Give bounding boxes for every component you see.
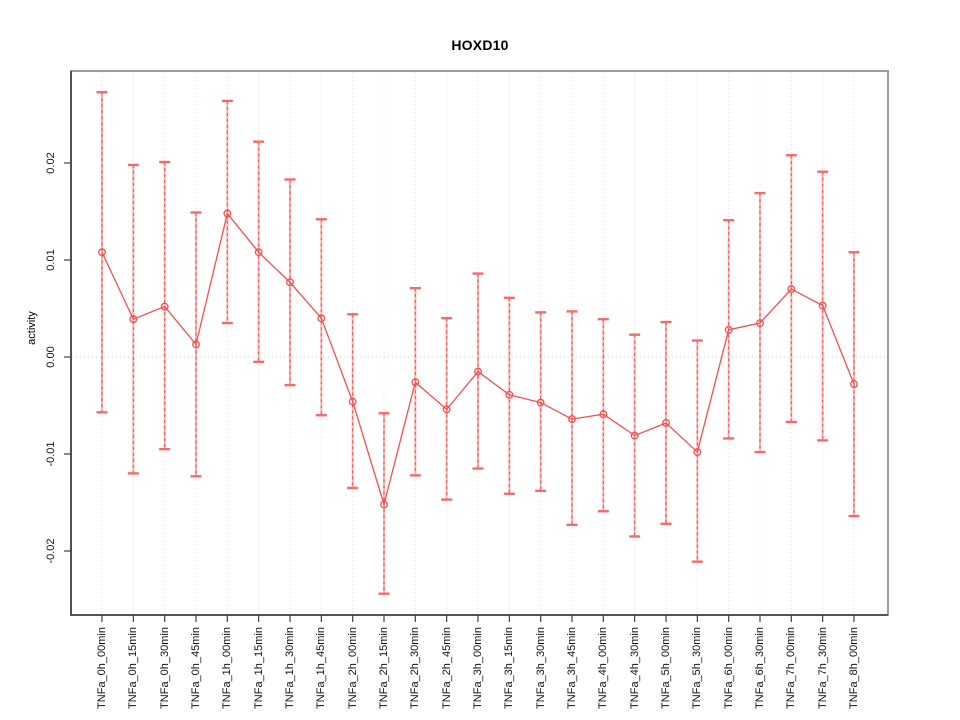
y-tick-label: -0.02 [45, 538, 57, 564]
x-tick-label: TNFa_0h_45min [190, 627, 202, 709]
chart-title: HOXD10 [451, 37, 509, 53]
x-tick-label: TNFa_1h_45min [315, 627, 328, 709]
data-point-marker [474, 367, 482, 376]
x-tick-label: TNFa_6h_00min [722, 627, 735, 709]
series-line [101, 212, 855, 507]
x-tick-label: TNFa_1h_15min [252, 627, 265, 709]
data-point-marker [630, 431, 639, 440]
y-tick-label: 0.00 [45, 346, 57, 368]
data-point-marker [756, 319, 764, 327]
data-point-marker [787, 285, 796, 294]
data-point-marker [693, 448, 702, 457]
y-tick-label: 0.01 [45, 249, 57, 271]
data-point-marker [724, 325, 733, 334]
x-tick-label: TNFa_2h_45min [440, 627, 453, 709]
data-point-marker [129, 315, 138, 324]
data-point-marker [380, 500, 388, 509]
x-tick-label: TNFa_0h_00min [96, 627, 108, 709]
y-tick-label: -0.01 [45, 441, 57, 467]
data-point-marker [317, 314, 326, 323]
data-point-marker [192, 340, 200, 349]
data-point-marker [254, 248, 263, 257]
x-tick-label: TNFa_4h_00min [597, 627, 610, 709]
x-tick-label: TNFa_3h_00min [472, 627, 484, 709]
x-tick-label: TNFa_3h_45min [566, 627, 578, 709]
data-point-marker [411, 378, 420, 387]
x-tick-label: TNFa_5h_30min [691, 627, 704, 709]
x-tick-label: TNFa_4h_30min [628, 627, 641, 709]
x-tick-label: TNFa_7h_00min [785, 627, 798, 709]
x-tick-label: TNFa_1h_30min [284, 627, 296, 709]
data-point-marker [505, 390, 514, 399]
x-tick-label: TNFa_5h_00min [660, 627, 672, 709]
x-tick-label: TNFa_3h_15min [503, 627, 516, 709]
data-point-marker [223, 209, 232, 218]
data-point-marker [348, 397, 357, 406]
data-point-marker [568, 415, 576, 424]
x-tick-label: TNFa_7h_30min [816, 627, 829, 709]
x-tick-label: TNFa_0h_30min [158, 627, 171, 709]
x-tick-label: TNFa_2h_30min [409, 627, 422, 709]
data-point-marker [662, 419, 670, 427]
data-point-marker [98, 248, 106, 257]
data-point-marker [818, 301, 827, 310]
data-point-marker [850, 380, 858, 389]
x-tick-label: TNFa_8h_00min [848, 627, 860, 709]
y-tick-label: 0.02 [45, 152, 57, 174]
data-point-marker [442, 405, 451, 414]
data-point-marker [286, 278, 294, 287]
data-point-marker [599, 410, 608, 419]
x-tick-label: TNFa_6h_30min [754, 627, 766, 709]
x-tick-label: TNFa_3h_30min [534, 627, 547, 709]
x-tick-label: TNFa_2h_15min [378, 627, 390, 709]
data-point-marker [536, 398, 545, 407]
x-tick-label: TNFa_1h_00min [221, 627, 234, 709]
x-tick-label: TNFa_2h_00min [346, 627, 359, 709]
data-point-marker [160, 302, 169, 311]
x-tick-label: TNFa_0h_15min [127, 627, 140, 709]
y-axis-label: activity [26, 311, 38, 345]
